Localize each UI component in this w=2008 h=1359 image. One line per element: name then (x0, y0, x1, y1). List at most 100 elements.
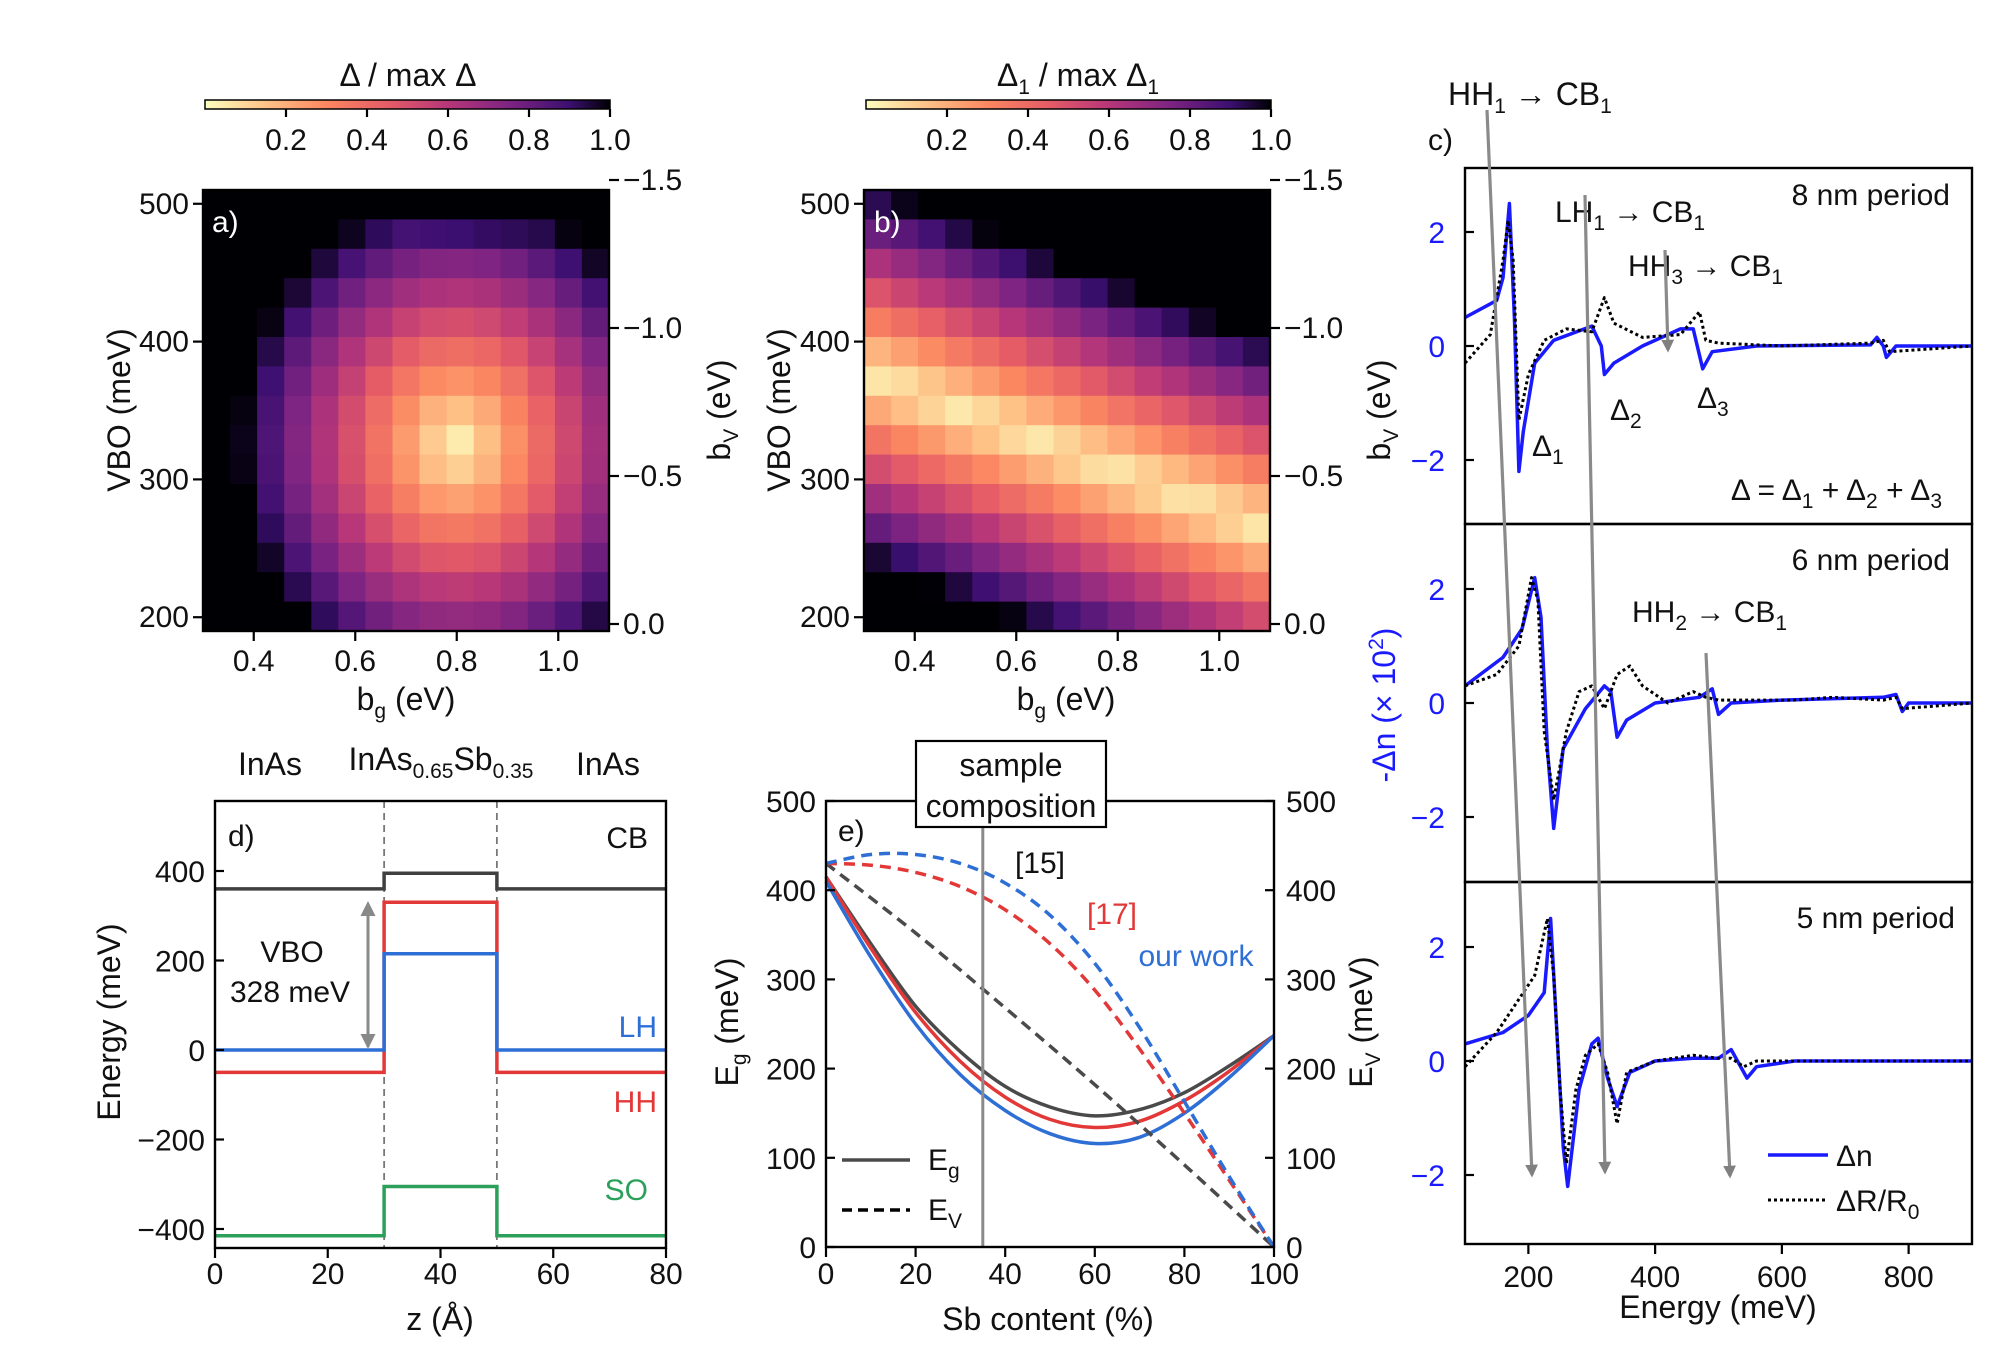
heatmap-cell (1080, 248, 1109, 279)
heatmap-cell (257, 337, 285, 367)
xaxis-c-label: Energy (meV) (1619, 1289, 1816, 1325)
series-dn-line (1463, 575, 1972, 831)
heatmap-cell (230, 190, 258, 220)
heatmap-cell (945, 454, 973, 485)
heatmap-cell (554, 513, 583, 544)
ytick-label: 400 (139, 326, 189, 359)
heatmap-cell (1161, 219, 1190, 250)
heatmap-cell (203, 307, 231, 338)
panel-d-label: d) (228, 820, 255, 853)
y2tick-label: 100 (1286, 1143, 1336, 1176)
heatmap-cell (311, 278, 339, 309)
heatmap-cell (392, 513, 421, 544)
heatmap-cell (500, 278, 529, 309)
xtick-label: 0.4 (894, 645, 936, 678)
heatmap-cell (500, 190, 529, 220)
our-work-label: our work (1138, 940, 1254, 973)
xtick-label: 1.0 (1198, 645, 1240, 678)
heatmap-cell (257, 425, 285, 456)
heatmap-cell (365, 484, 394, 514)
ytick-label: 2 (1428, 574, 1445, 607)
annotation-delta3: Δ3 (1697, 382, 1729, 421)
heatmap-cell (918, 366, 946, 397)
y2tick-label: 0.0 (623, 608, 665, 641)
heatmap-cell (972, 337, 1000, 367)
heatmap-cell (945, 190, 973, 220)
heatmap-cell (1242, 278, 1271, 309)
y2tick-label: −0.5 (1284, 460, 1343, 493)
ytick-label: 500 (800, 188, 850, 221)
heatmap-cell (891, 601, 919, 632)
colorbar-tick-label: 0.4 (1007, 124, 1049, 157)
heatmap-cell (1080, 454, 1109, 485)
heatmap-cell (473, 278, 502, 309)
heatmap-cell (1188, 454, 1217, 485)
heatmap-cell (1107, 366, 1136, 397)
ytick-label: 200 (766, 1054, 816, 1087)
heatmap-cell (473, 307, 502, 338)
heatmap-cell (230, 513, 258, 544)
xtick-label: 40 (989, 1258, 1022, 1291)
heatmap-cell (473, 219, 502, 250)
xaxis-d-label: z (Å) (406, 1301, 474, 1337)
heatmap-cell (554, 248, 583, 279)
heatmap-cell (392, 248, 421, 279)
heatmap-cell (1053, 513, 1082, 544)
heatmap-cell (419, 425, 448, 456)
heatmap-cell (446, 484, 475, 514)
xtick-label: 200 (1503, 1261, 1553, 1294)
heatmap-cell (365, 542, 394, 573)
heatmap-cell (1188, 542, 1217, 573)
heatmap-cell (284, 601, 312, 632)
heatmap-cell (891, 395, 919, 426)
heatmap-cell (891, 484, 919, 514)
heatmap-cell (945, 366, 973, 397)
heatmap-cell (864, 337, 892, 367)
heatmap-cell (1161, 337, 1190, 367)
colorbar-tick-label: 0.4 (346, 124, 388, 157)
annotation-delta-sum: Δ = Δ1 + Δ2 + Δ3 (1731, 474, 1942, 513)
heatmap-cell (554, 190, 583, 220)
heatmap-cell (1080, 219, 1109, 250)
heatmap-cell (284, 572, 312, 603)
region-label-right: InAs (576, 746, 640, 782)
annotation-delta2: Δ2 (1610, 394, 1642, 433)
heatmap-cell (891, 219, 919, 250)
legend-c-dr-label: ΔR/R0 (1836, 1185, 1919, 1224)
legend-e: Eg EV (842, 1144, 962, 1233)
ytick-label: 200 (139, 601, 189, 634)
heatmap-cell (864, 601, 892, 632)
heatmap-cell (1107, 542, 1136, 573)
plot-c2-frame (1463, 522, 1974, 884)
heatmap-cell (338, 484, 366, 514)
heatmap-cell (972, 572, 1000, 603)
heatmap-cell (1080, 190, 1109, 220)
axes-c: 2 0 −2 2 0 −2 2 0 −2 200 400 600 800 (1411, 217, 1934, 1294)
heatmap-cell (891, 542, 919, 573)
heatmap-cell (554, 307, 583, 338)
ytick-label: −2 (1411, 802, 1445, 835)
ytick-label: 100 (766, 1143, 816, 1176)
ytick-label: −2 (1411, 445, 1445, 478)
heatmap-cell (1188, 601, 1217, 632)
heatmap-cell (1053, 542, 1082, 573)
series-line (825, 861, 1276, 1248)
heatmap-cell (1053, 307, 1082, 338)
heatmap-cell (446, 513, 475, 544)
heatmap-cell (999, 307, 1027, 338)
heatmap-cell (392, 425, 421, 456)
heatmap-cell (473, 248, 502, 279)
heatmap-cell (1242, 307, 1271, 338)
axes-b: 0.4 0.6 0.8 1.0 200 300 400 500 0.0 −0.5 −1.0 −1.5 (800, 164, 1343, 678)
heatmap-cell (473, 542, 502, 573)
colorbar-tick-label: 1.0 (589, 124, 631, 157)
heatmap-cell (203, 513, 231, 544)
annotation-lh1: LH1 → CB1 (1555, 196, 1705, 235)
heatmap-cell (230, 484, 258, 514)
y2tick-label: 0 (1286, 1232, 1303, 1265)
heatmap-cell (230, 601, 258, 632)
annotation-delta1: Δ1 (1532, 430, 1564, 469)
heatmap-cell (999, 337, 1027, 367)
heatmap-cell (1215, 190, 1244, 220)
heatmap-cell (1188, 572, 1217, 603)
